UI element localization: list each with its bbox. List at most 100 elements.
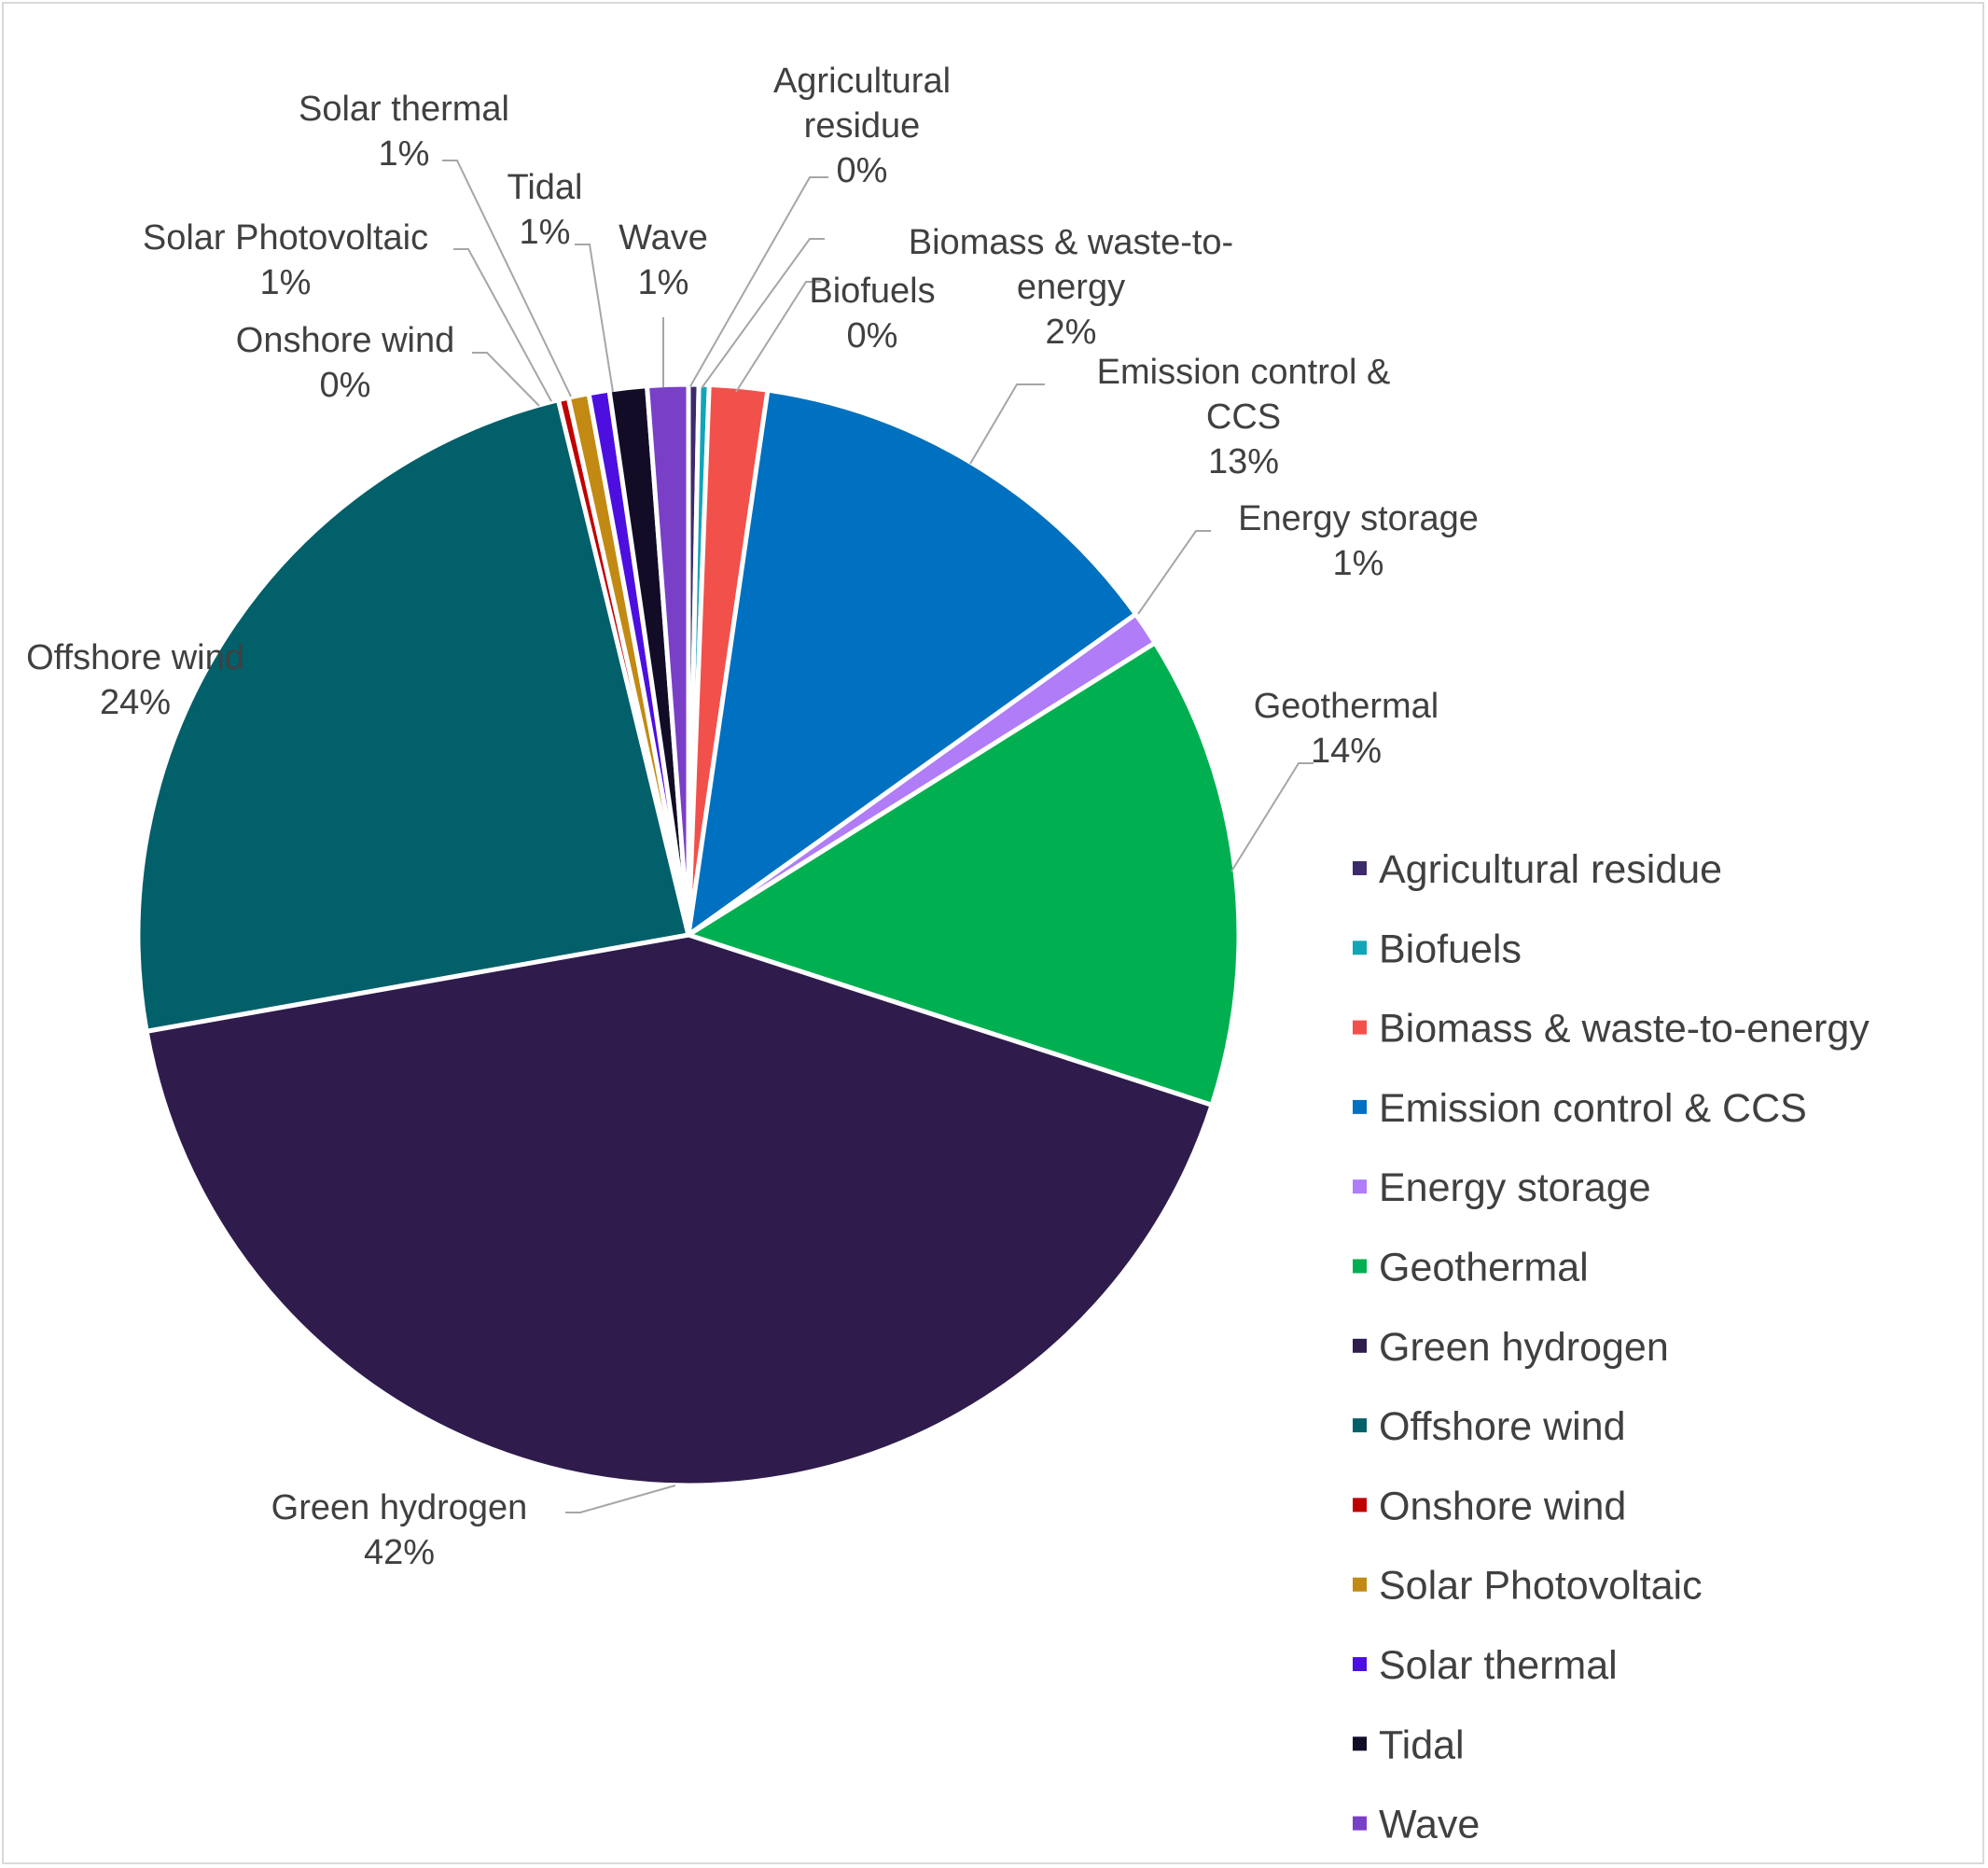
legend-label: Tidal: [1379, 1722, 1465, 1767]
leader-line-solar-photovoltaic: [453, 248, 552, 402]
legend: Agricultural residue Biofuels Biomass & wa…: [1353, 847, 1870, 1847]
data-label-line: 1%: [379, 134, 430, 174]
data-label-emission-control-and-ccs: Emission control & CCS 13%: [1097, 353, 1391, 481]
leader-line-emission-control-and-ccs: [969, 383, 1045, 465]
legend-swatch: [1353, 1259, 1367, 1274]
leader-lines: [442, 160, 1314, 1513]
pie-slice-wave: [645, 382, 691, 938]
data-label-line: 14%: [1311, 732, 1382, 771]
legend-item-solar-photovoltaic: Solar Photovoltaic: [1353, 1564, 1703, 1609]
legend-label: Energy storage: [1379, 1165, 1651, 1210]
data-label-line: Geothermal: [1254, 687, 1439, 726]
legend-swatch: [1353, 1099, 1367, 1114]
data-label-line: Tidal: [507, 168, 583, 207]
legend-item-onshore-wind: Onshore wind: [1353, 1484, 1626, 1528]
legend-swatch: [1353, 1657, 1367, 1671]
legend-swatch: [1353, 941, 1367, 955]
legend-label: Offshore wind: [1379, 1404, 1626, 1449]
legend-swatch: [1353, 1020, 1367, 1035]
data-label-offshore-wind: Offshore wind 24%: [26, 638, 244, 722]
leader-line-green-hydrogen: [565, 1485, 676, 1513]
legend-item-tidal: Tidal: [1353, 1722, 1465, 1767]
data-label-line: Wave: [619, 218, 708, 258]
pie-slices: [135, 382, 1242, 1488]
leader-line-geothermal: [1230, 762, 1314, 872]
data-label-line: 13%: [1208, 442, 1279, 481]
data-label-agricultural-residue: Agricultural residue 0%: [773, 62, 951, 190]
leader-line-agricultural-residue: [689, 176, 828, 387]
legend-label: Green hydrogen: [1379, 1325, 1669, 1370]
leader-line-tidal: [575, 244, 614, 393]
legend-label: Biofuels: [1379, 927, 1522, 971]
legend-label: Solar Photovoltaic: [1379, 1564, 1703, 1609]
data-label-line: 1%: [260, 263, 312, 302]
data-label-line: Solar Photovoltaic: [143, 218, 428, 258]
data-label-line: Biomass & waste-to-: [909, 223, 1233, 262]
data-label-line: 2%: [1046, 313, 1097, 352]
data-labels: Agricultural residue 0% Biofuels 0% Biomass &…: [26, 62, 1479, 1572]
legend-swatch: [1353, 1338, 1367, 1353]
legend-label: Onshore wind: [1379, 1484, 1626, 1528]
data-label-line: 1%: [1333, 544, 1384, 583]
data-label-line: 0%: [837, 151, 888, 190]
data-label-tidal: Tidal 1%: [507, 168, 583, 252]
data-label-line: 1%: [638, 263, 689, 302]
data-label-line: Energy storage: [1238, 499, 1479, 538]
legend-item-agricultural-residue: Agricultural residue: [1353, 847, 1722, 892]
data-label-line: Agricultural: [773, 62, 951, 101]
data-label-line: CCS: [1206, 397, 1281, 437]
legend-item-offshore-wind: Offshore wind: [1353, 1404, 1626, 1449]
data-label-biomass-and-waste-to-energy: Biomass & waste-to-energy 2%: [909, 223, 1233, 352]
pie-slice-offshore-wind: [135, 397, 691, 1034]
legend-swatch: [1353, 1736, 1367, 1751]
legend-item-biomass-and-waste-to-energy: Biomass & waste-to-energy: [1353, 1007, 1870, 1052]
leader-line-onshore-wind: [472, 352, 540, 407]
pie-slice-emission-control-and-ccs: [686, 387, 1138, 938]
data-label-energy-storage: Energy storage 1%: [1238, 499, 1479, 583]
legend-swatch: [1353, 1179, 1367, 1194]
data-label-green-hydrogen: Green hydrogen 42%: [271, 1488, 528, 1572]
legend-item-geothermal: Geothermal: [1353, 1246, 1589, 1290]
data-label-line: Biofuels: [809, 272, 935, 311]
legend-swatch: [1353, 1498, 1367, 1513]
leader-line-biomass-and-waste-to-energy: [735, 281, 821, 393]
legend-swatch: [1353, 861, 1367, 875]
pie-slice-green-hydrogen: [144, 932, 1215, 1488]
leader-line-energy-storage: [1137, 530, 1211, 615]
data-label-line: Green hydrogen: [271, 1488, 528, 1527]
legend-item-green-hydrogen: Green hydrogen: [1353, 1325, 1669, 1370]
legend-label: Emission control & CCS: [1379, 1086, 1807, 1131]
legend-swatch: [1353, 1816, 1367, 1831]
data-label-onshore-wind: Onshore wind 0%: [236, 321, 454, 405]
legend-label: Biomass & waste-to-energy: [1379, 1007, 1870, 1052]
data-label-line: residue: [804, 106, 921, 146]
legend-item-wave: Wave: [1353, 1803, 1480, 1847]
data-label-line: Solar thermal: [299, 90, 509, 129]
legend-item-energy-storage: Energy storage: [1353, 1165, 1651, 1210]
data-label-line: energy: [1017, 268, 1125, 307]
legend-label: Agricultural residue: [1379, 847, 1722, 892]
leader-line-solar-thermal: [442, 160, 572, 397]
data-label-line: Offshore wind: [26, 638, 244, 677]
legend-swatch: [1353, 1418, 1367, 1433]
legend-label: Wave: [1379, 1803, 1480, 1847]
legend-item-biofuels: Biofuels: [1353, 927, 1522, 971]
data-label-biofuels: Biofuels 0%: [809, 272, 935, 355]
data-label-line: 1%: [520, 213, 571, 252]
data-label-wave: Wave 1%: [619, 218, 708, 302]
legend-item-solar-thermal: Solar thermal: [1353, 1643, 1618, 1688]
data-label-line: 24%: [100, 683, 171, 722]
leader-line-biofuels: [701, 238, 825, 389]
data-label-line: Onshore wind: [236, 321, 454, 360]
data-label-geothermal: Geothermal 14%: [1254, 687, 1439, 771]
legend-label: Solar thermal: [1379, 1643, 1618, 1688]
data-label-line: Emission control &: [1097, 353, 1391, 392]
legend-swatch: [1353, 1577, 1367, 1592]
legend-label: Geothermal: [1379, 1246, 1589, 1290]
data-label-solar-photovoltaic: Solar Photovoltaic 1%: [143, 218, 428, 302]
data-label-line: 42%: [364, 1533, 435, 1572]
data-label-line: 0%: [320, 366, 371, 405]
data-label-line: 0%: [847, 316, 898, 355]
legend-item-emission-control-and-ccs: Emission control & CCS: [1353, 1086, 1807, 1131]
